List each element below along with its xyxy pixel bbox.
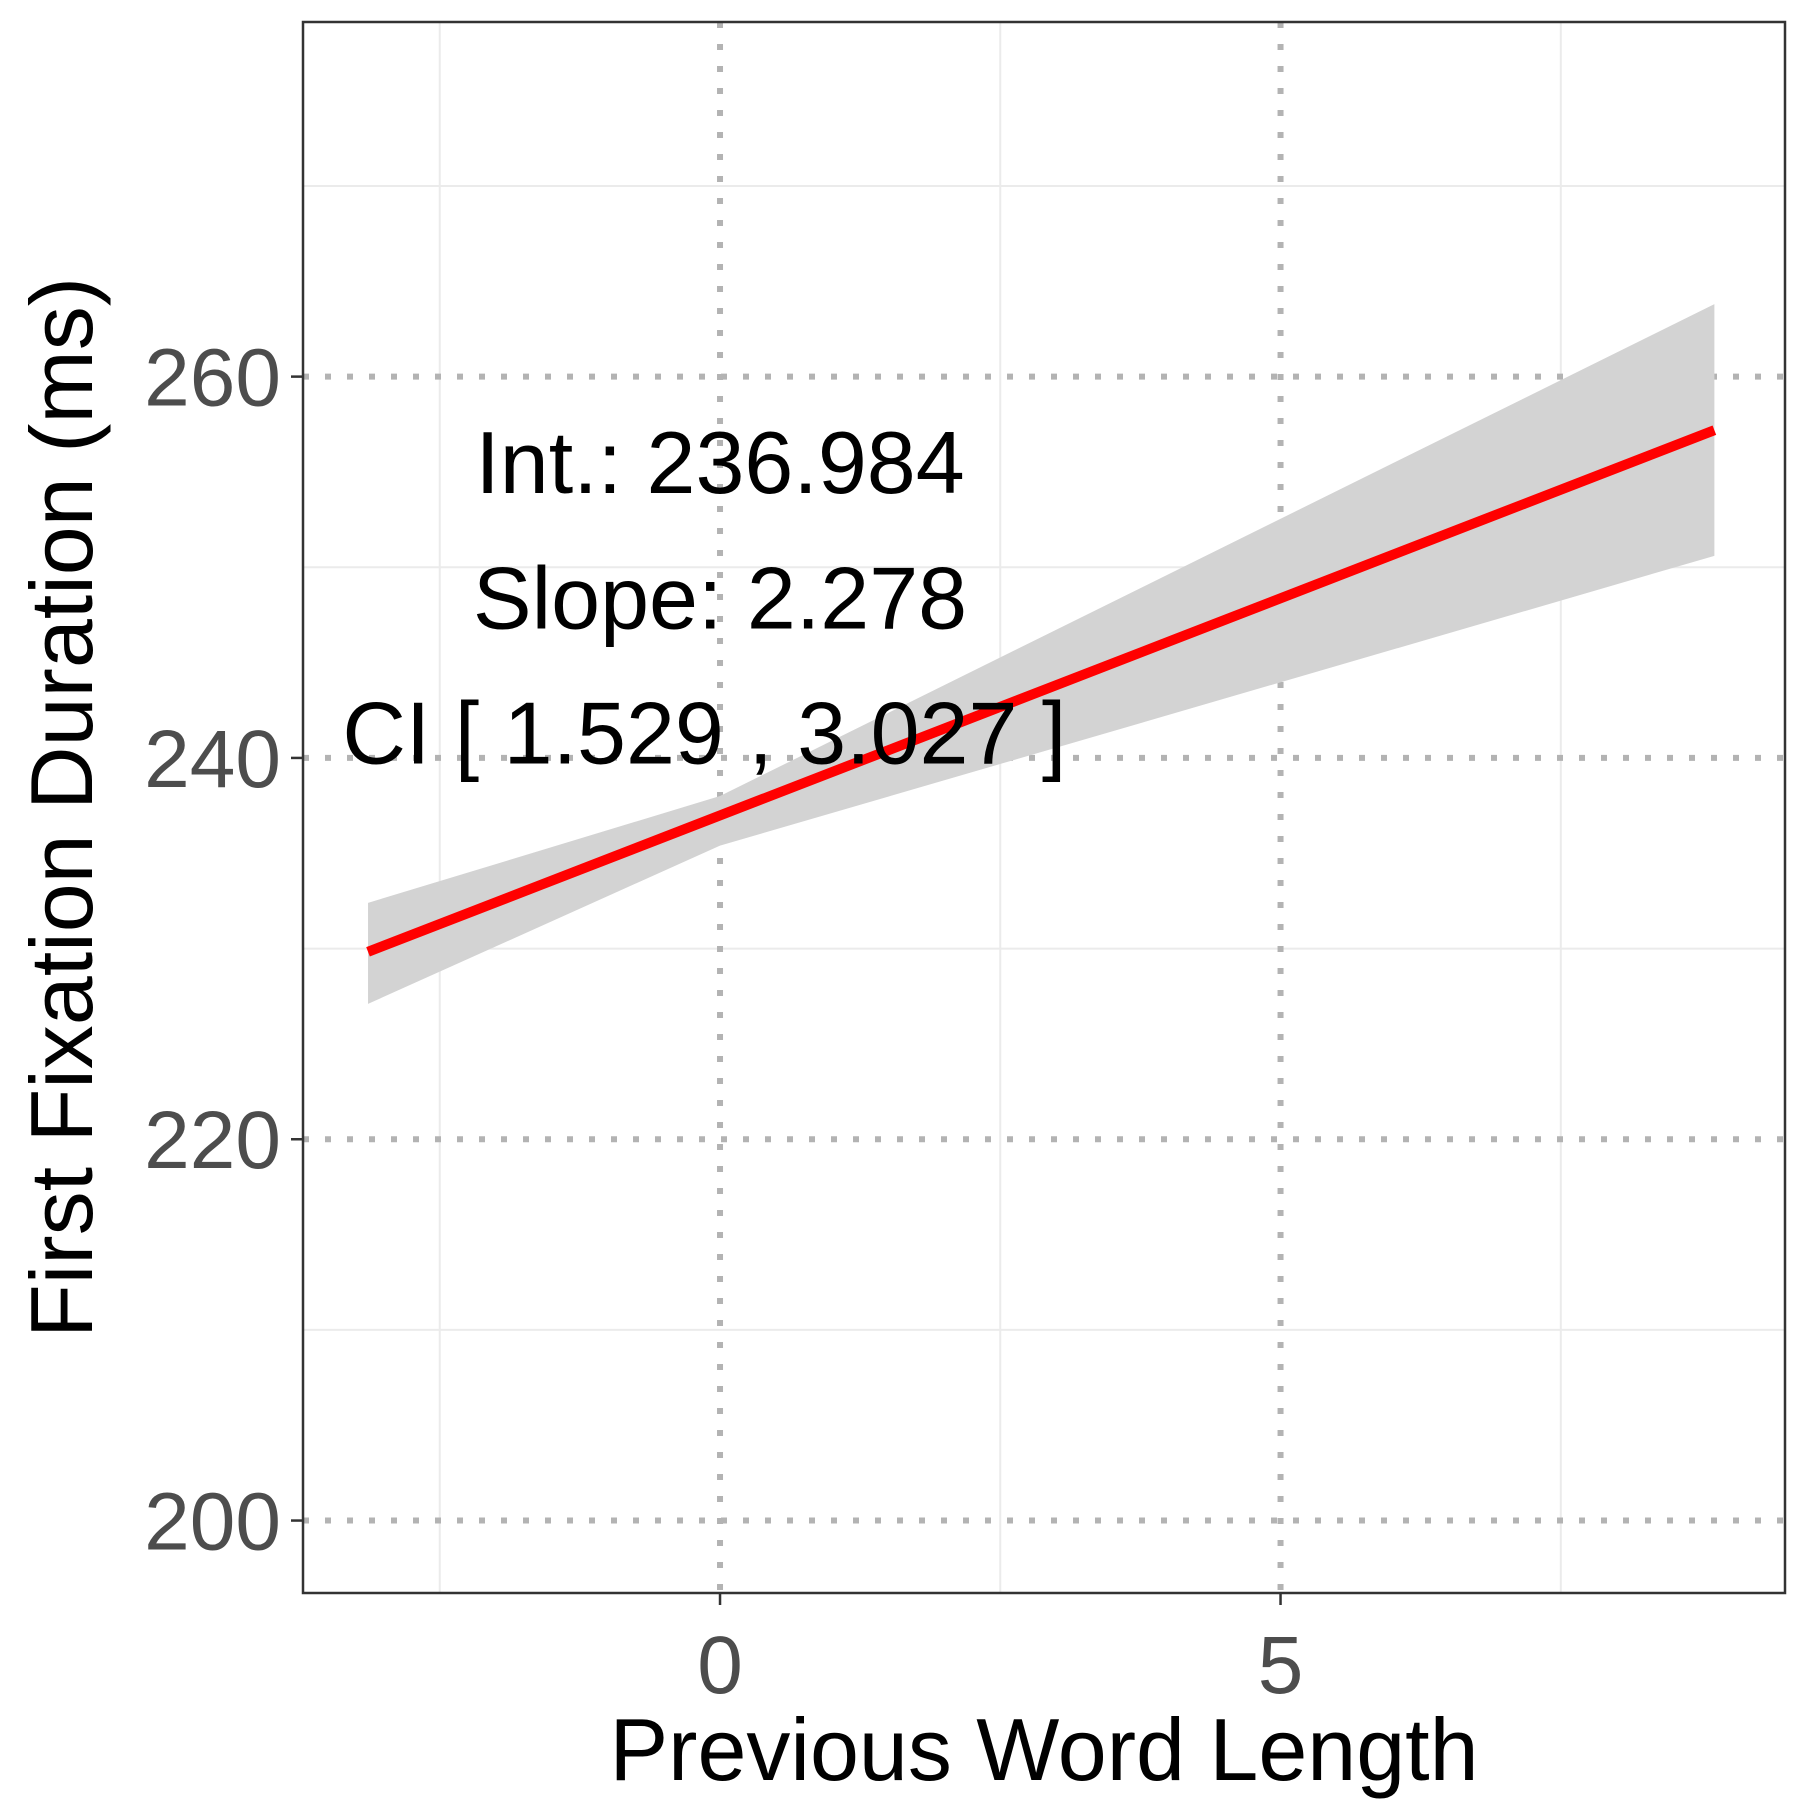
confidence-band-layer [368, 304, 1715, 1004]
x-tick-label-0: 0 [697, 1620, 743, 1711]
y-axis-title: First Fixation Duration (ms) [12, 277, 111, 1338]
y-tick-label-0: 200 [144, 1477, 281, 1568]
y-axis-ticks: 200 220 240 260 [144, 333, 303, 1568]
annotation-1: Slope: 2.278 [473, 548, 967, 647]
x-tick-label-1: 5 [1258, 1620, 1304, 1711]
annotation-0: Int.: 236.984 [475, 413, 964, 512]
major-grid [303, 22, 1785, 1593]
confidence-band [368, 304, 1715, 1004]
panel-border [301, 20, 1787, 1595]
fit-line-layer [366, 425, 1717, 957]
annotations: Int.: 236.984 Slope: 2.278 CI [ 1.529 , 3.… [342, 413, 1066, 783]
fit-line-0 [366, 425, 1717, 957]
annotation-2: CI [ 1.529 , 3.027 ] [342, 684, 1066, 783]
minor-grid [303, 22, 1785, 1593]
y-tick-label-3: 260 [144, 333, 281, 424]
y-tick-label-2: 240 [144, 714, 281, 805]
x-axis-title: Previous Word Length [609, 1700, 1478, 1799]
y-tick-label-1: 220 [144, 1095, 281, 1186]
